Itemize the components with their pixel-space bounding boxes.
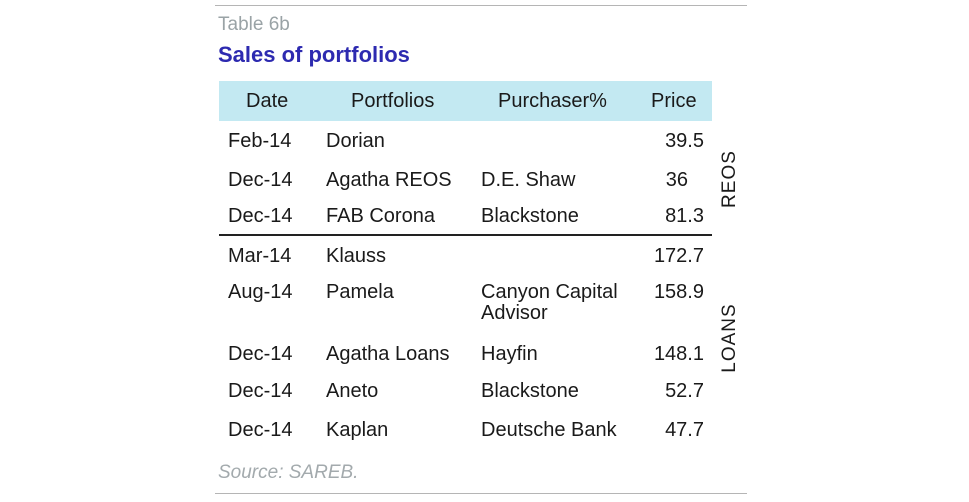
header-price: Price bbox=[651, 90, 697, 112]
cell-portfolio: FAB Corona bbox=[326, 205, 435, 227]
table-title: Sales of portfolios bbox=[218, 42, 410, 67]
cell-price: 148.1 bbox=[653, 343, 704, 365]
group-label-reos: REOS bbox=[719, 150, 740, 208]
cell-date: Aug-14 bbox=[228, 281, 293, 303]
sales-of-portfolios-table: Table 6b Sales of portfolios Date Portfo… bbox=[215, 0, 748, 502]
table-header: Date Portfolios Purchaser% Price bbox=[219, 81, 712, 121]
cell-price: 172.7 bbox=[653, 245, 704, 267]
header-portfolios: Portfolios bbox=[351, 90, 435, 112]
source-note: Source: SAREB. bbox=[218, 462, 359, 483]
cell-date: Dec-14 bbox=[228, 169, 293, 191]
cell-date: Dec-14 bbox=[228, 380, 293, 402]
cell-purchaser: Blackstone bbox=[481, 205, 579, 227]
cell-portfolio: Kaplan bbox=[326, 419, 389, 441]
cell-portfolio: Aneto bbox=[326, 380, 379, 402]
cell-date: Mar-14 bbox=[228, 245, 292, 267]
top-rule bbox=[215, 5, 747, 6]
cell-date: Dec-14 bbox=[228, 419, 293, 441]
cell-price: 158.9 bbox=[653, 281, 704, 303]
cell-portfolio: Agatha Loans bbox=[326, 343, 450, 365]
cell-price: 36 bbox=[665, 169, 688, 191]
cell-price: 47.7 bbox=[665, 419, 704, 441]
header-date: Date bbox=[246, 90, 289, 112]
cell-date: Dec-14 bbox=[228, 343, 293, 365]
header-purchaser: Purchaser% bbox=[498, 90, 607, 112]
cell-price: 39.5 bbox=[665, 130, 704, 152]
cell-purchaser: Blackstone bbox=[481, 380, 579, 402]
cell-portfolio: Agatha REOS bbox=[326, 169, 452, 191]
bottom-rule bbox=[215, 493, 747, 494]
cell-portfolio: Pamela bbox=[326, 281, 394, 303]
cell-purchaser: Canyon Capital bbox=[481, 281, 618, 303]
table-number: Table 6b bbox=[218, 14, 290, 35]
cell-date: Feb-14 bbox=[228, 130, 292, 152]
group-divider bbox=[219, 234, 712, 236]
cell-purchaser: D.E. Shaw bbox=[481, 169, 576, 191]
group-label-loans: LOANS bbox=[719, 303, 740, 373]
cell-date: Dec-14 bbox=[228, 205, 293, 227]
cell-purchaser: Deutsche Bank bbox=[481, 419, 617, 441]
cell-price: 52.7 bbox=[665, 380, 704, 402]
cell-price: 81.3 bbox=[665, 205, 704, 227]
cell-portfolio: Dorian bbox=[326, 130, 385, 152]
cell-purchaser: Hayfin bbox=[481, 343, 538, 365]
cell-portfolio: Klauss bbox=[326, 245, 387, 267]
cell-purchaser-line2: Advisor bbox=[481, 302, 548, 324]
